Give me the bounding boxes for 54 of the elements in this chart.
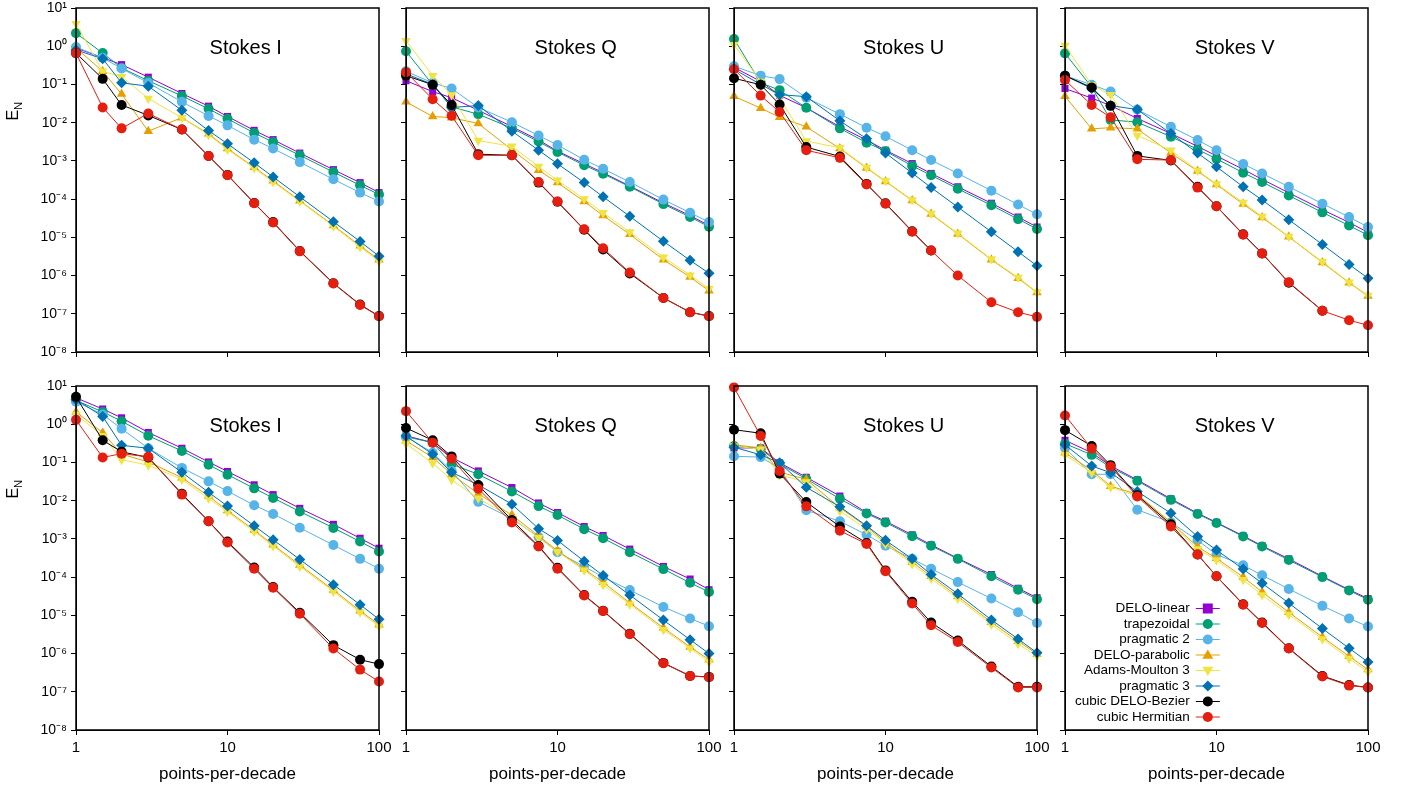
text: Stokes I <box>209 35 282 58</box>
y-axis-title: EN <box>4 101 24 121</box>
x-tick-label: 100 <box>696 738 722 756</box>
y-tick-label: 10⁻¹ <box>41 75 68 92</box>
x-tick-label: 10 <box>219 738 236 756</box>
y-tick-label: 10⁻⁵ <box>40 228 67 245</box>
x-axis-title: points-per-decade <box>1147 764 1286 784</box>
text: Stokes V <box>1194 35 1276 58</box>
y-tick-label: 10⁻² <box>41 491 68 508</box>
x-axis-title: points-per-decade <box>816 764 955 784</box>
text: Stokes U <box>863 413 945 436</box>
x-tick-label: 10 <box>549 738 566 756</box>
y-tick-label: 10⁻³ <box>41 151 68 168</box>
y-tick-label: 10⁻⁶ <box>40 266 67 283</box>
y-tick-label: 10⁻³ <box>41 529 68 546</box>
legend-label: Adams-Moulton 3 <box>1083 662 1190 678</box>
y-axis-title: EN <box>4 479 24 499</box>
x-axis-title: points-per-decade <box>488 764 627 784</box>
text: Stokes I <box>209 413 282 436</box>
x-tick-label: 1 <box>401 738 411 756</box>
y-tick-label: 10⁻⁸ <box>40 342 68 359</box>
legend-label: cubic Hermitian <box>1096 708 1190 724</box>
x-tick-label: 100 <box>1024 738 1050 756</box>
legend-label: DELO-parabolic <box>1093 646 1191 662</box>
y-tick-label: 10⁰ <box>46 37 67 54</box>
legend-label: DELO-linear <box>1115 600 1191 616</box>
x-tick-label: 1 <box>1060 738 1070 756</box>
x-axis-title: points-per-decade <box>158 764 297 784</box>
y-tick-label: 10⁻⁷ <box>41 682 67 699</box>
x-tick-label: 100 <box>366 738 392 756</box>
y-tick-label: 10¹ <box>46 376 68 393</box>
legend-label: cubic DELO-Bezier <box>1074 693 1191 709</box>
y-tick-label: 10⁻⁸ <box>40 720 68 737</box>
y-tick-label: 10⁻¹ <box>41 453 68 470</box>
legend-label: trapezoidal <box>1123 615 1190 631</box>
text: Stokes V <box>1194 413 1276 436</box>
x-tick-label: 1 <box>71 738 81 756</box>
x-tick-label: 10 <box>877 738 894 756</box>
legend-label: pragmatic 3 <box>1119 677 1190 693</box>
y-tick-label: 10⁻⁴ <box>40 567 67 584</box>
y-tick-label: 10⁻² <box>41 113 68 130</box>
y-tick-label: 10⁻⁴ <box>40 189 67 206</box>
text: Stokes U <box>863 35 945 58</box>
text: Stokes Q <box>534 413 617 436</box>
y-tick-label: 10⁻⁵ <box>40 606 67 623</box>
text: Stokes Q <box>534 35 617 58</box>
x-tick-label: 10 <box>1208 738 1225 756</box>
x-tick-label: 1 <box>729 738 739 756</box>
y-tick-label: 10¹ <box>46 0 68 15</box>
y-tick-label: 10⁻⁷ <box>41 304 67 321</box>
x-tick-label: 100 <box>1355 738 1381 756</box>
y-tick-label: 10⁻⁶ <box>40 644 67 661</box>
y-tick-label: 10⁰ <box>46 415 67 432</box>
legend-label: pragmatic 2 <box>1119 631 1190 647</box>
